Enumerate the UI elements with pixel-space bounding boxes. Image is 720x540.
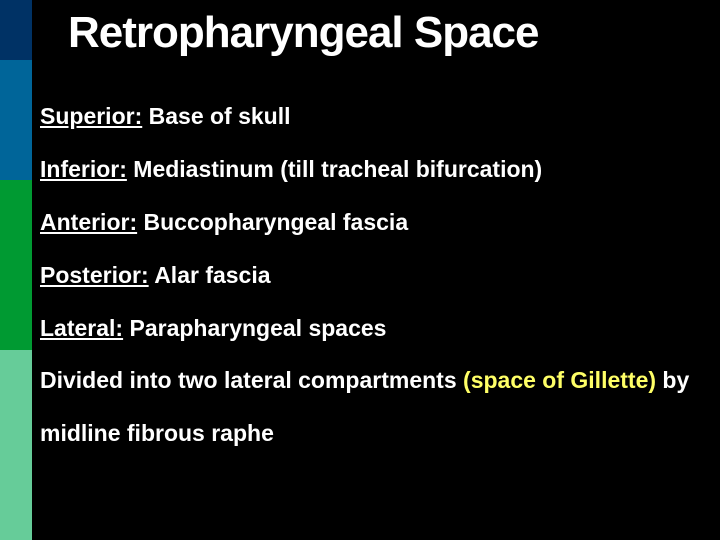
boundary-row: Superior: Base of skull <box>40 90 710 143</box>
slide-title: Retropharyngeal Space <box>68 8 539 58</box>
boundary-label: Posterior: <box>40 262 149 288</box>
sidebar-seg-4 <box>0 350 32 540</box>
slide-content: Retropharyngeal Space Superior: Base of … <box>32 0 720 540</box>
boundary-label: Inferior: <box>40 156 127 182</box>
sidebar-seg-2 <box>0 60 32 180</box>
slide-body: Superior: Base of skull Inferior: Medias… <box>40 90 710 460</box>
boundary-row: Posterior: Alar fascia <box>40 249 710 302</box>
note-pre: Divided into two lateral compartments <box>40 367 463 393</box>
boundary-row: Anterior: Buccopharyngeal fascia <box>40 196 710 249</box>
slide: Retropharyngeal Space Superior: Base of … <box>0 0 720 540</box>
boundary-value: Alar fascia <box>154 262 270 288</box>
boundary-value: Base of skull <box>149 103 291 129</box>
boundary-value: Buccopharyngeal fascia <box>144 209 409 235</box>
sidebar-seg-1 <box>0 0 32 60</box>
sidebar-seg-3 <box>0 180 32 350</box>
note-highlight: (space of Gillette) <box>463 367 656 393</box>
note-row: Divided into two lateral compartments (s… <box>40 354 710 460</box>
boundary-label: Lateral: <box>40 315 123 341</box>
boundary-label: Anterior: <box>40 209 137 235</box>
boundary-label: Superior: <box>40 103 142 129</box>
boundary-row: Lateral: Parapharyngeal spaces <box>40 302 710 355</box>
boundary-row: Inferior: Mediastinum (till tracheal bif… <box>40 143 710 196</box>
sidebar-accent <box>0 0 32 540</box>
boundary-value: Mediastinum (till tracheal bifurcation) <box>133 156 542 182</box>
boundary-value: Parapharyngeal spaces <box>129 315 386 341</box>
